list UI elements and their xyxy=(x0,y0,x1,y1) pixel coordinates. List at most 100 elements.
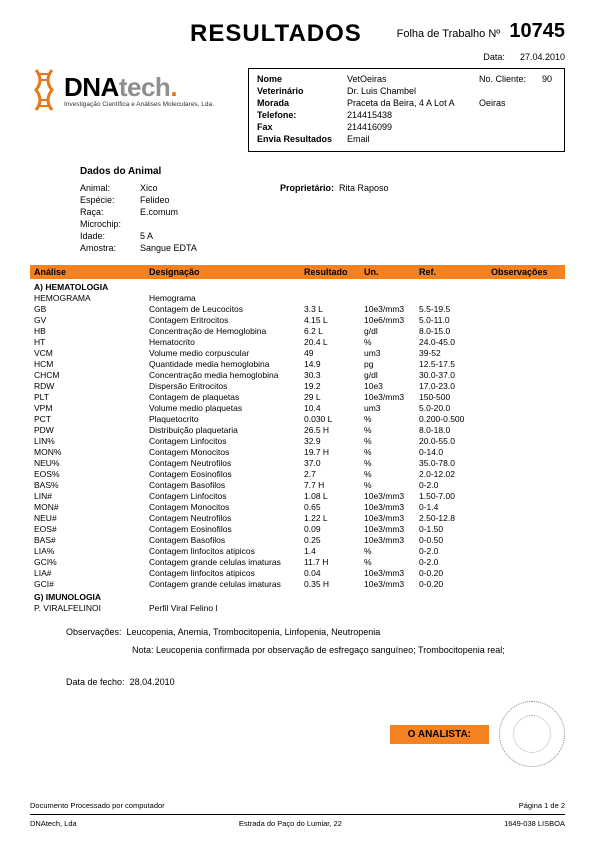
footer-company: DNAtech, Lda xyxy=(30,819,77,828)
cell-designacao: Contagem Neutrofilos xyxy=(149,513,304,523)
cell-obs xyxy=(491,513,561,523)
cell-obs xyxy=(491,436,561,446)
cell-obs xyxy=(491,603,561,613)
cell-obs xyxy=(491,293,561,303)
cell-resultado: 29 L xyxy=(304,392,364,402)
cell-designacao: Contagem Neutrofilos xyxy=(149,458,304,468)
cell-resultado: 0.35 H xyxy=(304,579,364,589)
cell-designacao: Quantidade media hemoglobina xyxy=(149,359,304,369)
cell-un xyxy=(364,293,419,303)
result-row: GVContagem Eritrocitos4.15 L10e6/mm35.0-… xyxy=(30,314,565,325)
cell-designacao: Distribuição plaquetaria xyxy=(149,425,304,435)
cell-designacao: Contagem Eritrocitos xyxy=(149,315,304,325)
cell-obs xyxy=(491,568,561,578)
idade-label: Idade: xyxy=(80,231,140,241)
cell-ref: 0-2.0 xyxy=(419,480,491,490)
cell-ref: 17.0-23.0 xyxy=(419,381,491,391)
worksheet-block: Folha de Trabalho Nº 10745 xyxy=(397,20,565,43)
cell-designacao: Concentração de Hemoglobina xyxy=(149,326,304,336)
cell-un: % xyxy=(364,546,419,556)
cell-un: g/dl xyxy=(364,370,419,380)
client-vet-label: Veterinário xyxy=(257,85,347,97)
cell-un: % xyxy=(364,436,419,446)
results-table-head: Análise Designação Resultado Un. Ref. Ob… xyxy=(30,265,565,279)
obs-line1: Leucopenia, Anemia, Trombocitopenia, Lin… xyxy=(127,627,381,637)
logo-text: DNAtech. Investigação Científica e Análi… xyxy=(64,72,214,108)
worksheet-label: Folha de Trabalho Nº xyxy=(397,28,501,40)
cell-ref: 0.200-0.500 xyxy=(419,414,491,424)
cell-designacao: Contagem Eosinofilos xyxy=(149,469,304,479)
footer-postal: 1649-038 LISBOA xyxy=(504,819,565,828)
result-row: VPMVolume medio plaquetas10.4um35.0-20.0 xyxy=(30,402,565,413)
animal-name: Xico xyxy=(140,183,158,193)
close-value: 28.04.2010 xyxy=(130,677,175,687)
result-row: HBConcentração de Hemoglobina6.2 Lg/dl8.… xyxy=(30,325,565,336)
cell-obs xyxy=(491,546,561,556)
amostra: Sangue EDTA xyxy=(140,243,197,253)
cell-analise: HT xyxy=(34,337,149,347)
footer-address: Estrada do Paço do Lumiar, 22 xyxy=(239,819,342,828)
client-morada: Praceta da Beira, 4 A Lot A xyxy=(347,97,479,109)
cell-un: 10e3/mm3 xyxy=(364,535,419,545)
cell-un: 10e6/mm3 xyxy=(364,315,419,325)
col-designacao: Designação xyxy=(149,267,304,277)
cell-analise: EOS% xyxy=(34,469,149,479)
cell-designacao: Contagem Basofilos xyxy=(149,480,304,490)
cell-analise: HEMOGRAMA xyxy=(34,293,149,303)
cell-un: 10e3/mm3 xyxy=(364,304,419,314)
proprietario: Rita Raposo xyxy=(339,183,389,193)
logo-dot: . xyxy=(170,72,177,102)
cell-obs xyxy=(491,359,561,369)
client-envia-label: Envia Resultados xyxy=(257,133,347,145)
cell-resultado: 0.65 xyxy=(304,502,364,512)
cell-analise: LIA# xyxy=(34,568,149,578)
cell-obs xyxy=(491,304,561,314)
cell-obs xyxy=(491,326,561,336)
cell-ref: 0-0.50 xyxy=(419,535,491,545)
result-row: GBContagem de Leucocitos3.3 L10e3/mm35.5… xyxy=(30,303,565,314)
animal-right: Proprietário: Rita Raposo xyxy=(280,183,389,255)
cell-designacao: Hemograma xyxy=(149,293,304,303)
client-cidade: Oeiras xyxy=(479,97,556,109)
cell-obs xyxy=(491,425,561,435)
logo-dna: DNA xyxy=(64,72,119,102)
col-resultado: Resultado xyxy=(304,267,364,277)
cell-designacao: Contagem Monocitos xyxy=(149,447,304,457)
observations: Observações: Leucopenia, Anemia, Tromboc… xyxy=(66,627,565,655)
cell-ref: 0-2.0 xyxy=(419,557,491,567)
cell-resultado: 30.3 xyxy=(304,370,364,380)
cell-designacao: Dispersão Eritrocitos xyxy=(149,381,304,391)
cell-ref: 39-52 xyxy=(419,348,491,358)
cell-analise: PLT xyxy=(34,392,149,402)
cell-resultado: 3.3 L xyxy=(304,304,364,314)
raca-label: Raça: xyxy=(80,207,140,217)
result-row: BAS%Contagem Basofilos7.7 H%0-2.0 xyxy=(30,479,565,490)
cell-un: 10e3 xyxy=(364,381,419,391)
client-box: Nome VetOeiras No. Cliente: 90 Veterinár… xyxy=(248,68,565,152)
cell-obs xyxy=(491,370,561,380)
cell-designacao: Plaquetocrito xyxy=(149,414,304,424)
cell-resultado: 49 xyxy=(304,348,364,358)
dna-helix-icon xyxy=(30,68,58,112)
date-label: Data: xyxy=(483,52,505,62)
cell-resultado: 19.7 H xyxy=(304,447,364,457)
cell-ref: 0-0.20 xyxy=(419,579,491,589)
result-row: MON#Contagem Monocitos0.6510e3/mm30-1.4 xyxy=(30,501,565,512)
cell-obs xyxy=(491,414,561,424)
cell-designacao: Concentração media hemoglobina xyxy=(149,370,304,380)
client-vet: Dr. Luis Chambel xyxy=(347,85,556,97)
worksheet-number: 10745 xyxy=(509,20,565,42)
cell-resultado: 7.7 H xyxy=(304,480,364,490)
section-title: A) HEMATOLOGIA xyxy=(30,279,565,292)
cell-ref xyxy=(419,293,491,303)
cell-un: g/dl xyxy=(364,326,419,336)
logo-tech: tech xyxy=(119,72,170,102)
especie: Felideo xyxy=(140,195,170,205)
cell-designacao: Contagem de plaquetas xyxy=(149,392,304,402)
result-row: PCTPlaquetocrito0.030 L%0.200-0.500 xyxy=(30,413,565,424)
cell-designacao: Perfil Viral Felino I xyxy=(149,603,304,613)
cell-resultado: 20.4 L xyxy=(304,337,364,347)
cell-ref: 0-2.0 xyxy=(419,546,491,556)
cell-obs xyxy=(491,315,561,325)
cell-un: 10e3/mm3 xyxy=(364,524,419,534)
